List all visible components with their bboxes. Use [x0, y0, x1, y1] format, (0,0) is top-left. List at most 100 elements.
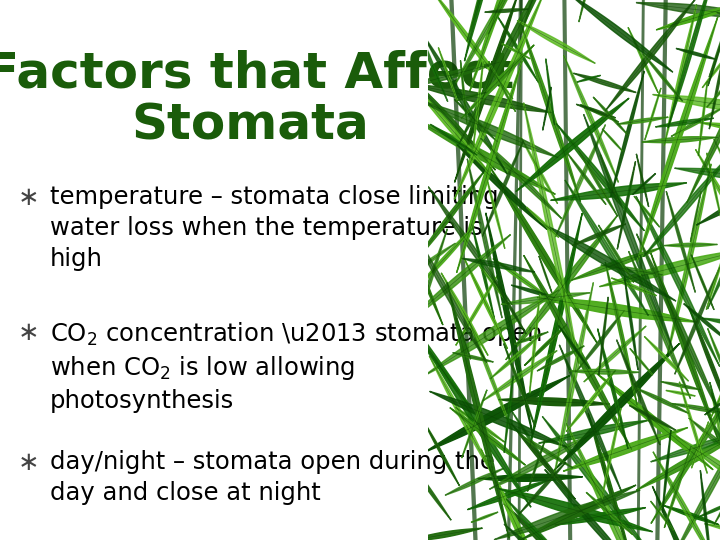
Polygon shape: [469, 0, 544, 91]
Polygon shape: [696, 168, 720, 225]
Polygon shape: [521, 0, 585, 35]
Text: Stomata: Stomata: [131, 102, 369, 150]
Polygon shape: [702, 48, 720, 88]
Polygon shape: [459, 0, 565, 145]
Polygon shape: [579, 151, 618, 216]
Polygon shape: [628, 28, 658, 93]
Polygon shape: [501, 293, 590, 305]
Polygon shape: [687, 2, 720, 203]
Polygon shape: [514, 332, 548, 345]
Polygon shape: [688, 306, 720, 430]
Polygon shape: [481, 138, 562, 218]
Polygon shape: [404, 528, 482, 540]
Polygon shape: [501, 44, 530, 59]
Polygon shape: [453, 353, 493, 362]
Polygon shape: [467, 0, 529, 42]
Polygon shape: [405, 1, 448, 102]
Polygon shape: [456, 92, 486, 101]
Polygon shape: [456, 408, 505, 442]
Polygon shape: [559, 345, 621, 491]
Polygon shape: [456, 318, 471, 359]
Polygon shape: [633, 173, 656, 194]
Polygon shape: [471, 512, 498, 522]
Polygon shape: [521, 23, 580, 201]
Polygon shape: [611, 278, 657, 296]
Polygon shape: [404, 234, 510, 325]
Polygon shape: [637, 17, 718, 261]
Polygon shape: [480, 266, 507, 301]
Polygon shape: [504, 343, 535, 427]
Polygon shape: [498, 17, 539, 82]
Polygon shape: [504, 376, 513, 453]
Polygon shape: [651, 253, 719, 443]
Polygon shape: [425, 376, 570, 452]
Polygon shape: [506, 215, 618, 360]
Polygon shape: [417, 336, 471, 409]
Text: ∗: ∗: [18, 450, 40, 476]
Polygon shape: [656, 4, 720, 30]
Polygon shape: [571, 248, 662, 280]
Polygon shape: [406, 62, 499, 87]
Polygon shape: [606, 0, 695, 111]
Polygon shape: [672, 403, 720, 414]
Polygon shape: [651, 376, 720, 523]
Polygon shape: [495, 281, 526, 334]
Polygon shape: [636, 426, 720, 490]
Polygon shape: [462, 258, 535, 272]
Polygon shape: [598, 374, 713, 470]
Polygon shape: [701, 470, 711, 540]
Polygon shape: [690, 192, 701, 242]
Polygon shape: [663, 505, 719, 525]
Polygon shape: [707, 72, 720, 107]
Polygon shape: [618, 117, 668, 124]
Polygon shape: [707, 412, 720, 540]
Polygon shape: [567, 423, 665, 540]
Polygon shape: [611, 71, 644, 197]
Polygon shape: [410, 117, 555, 194]
Polygon shape: [523, 255, 631, 449]
Polygon shape: [644, 151, 720, 256]
Polygon shape: [490, 167, 597, 343]
Polygon shape: [689, 418, 720, 494]
Polygon shape: [481, 449, 570, 540]
Polygon shape: [565, 180, 648, 315]
Polygon shape: [430, 392, 567, 447]
Polygon shape: [524, 325, 567, 366]
Text: ∗: ∗: [18, 320, 40, 346]
Polygon shape: [513, 413, 548, 467]
Polygon shape: [705, 524, 720, 540]
Polygon shape: [519, 435, 572, 468]
Polygon shape: [490, 334, 542, 379]
Polygon shape: [462, 390, 487, 458]
Text: ∗: ∗: [18, 185, 40, 211]
Polygon shape: [498, 488, 652, 532]
Polygon shape: [588, 413, 632, 540]
Polygon shape: [586, 492, 633, 535]
Polygon shape: [453, 0, 521, 89]
Polygon shape: [576, 104, 616, 118]
Polygon shape: [563, 428, 688, 471]
Polygon shape: [584, 326, 646, 382]
Polygon shape: [635, 388, 689, 414]
Polygon shape: [493, 259, 552, 300]
Polygon shape: [577, 310, 624, 372]
Polygon shape: [523, 539, 665, 540]
Polygon shape: [511, 285, 554, 298]
Polygon shape: [494, 490, 640, 539]
Polygon shape: [477, 474, 582, 481]
Polygon shape: [418, 100, 558, 158]
Polygon shape: [486, 176, 505, 248]
Polygon shape: [504, 524, 624, 540]
Polygon shape: [413, 171, 485, 264]
Text: photosynthesis: photosynthesis: [50, 389, 234, 413]
Polygon shape: [467, 480, 549, 510]
Polygon shape: [526, 207, 559, 238]
Polygon shape: [539, 256, 552, 293]
Polygon shape: [424, 290, 559, 376]
Polygon shape: [636, 154, 649, 207]
Polygon shape: [488, 0, 541, 34]
Polygon shape: [428, 187, 512, 305]
Polygon shape: [629, 251, 690, 399]
Polygon shape: [651, 501, 674, 531]
Polygon shape: [577, 76, 600, 82]
